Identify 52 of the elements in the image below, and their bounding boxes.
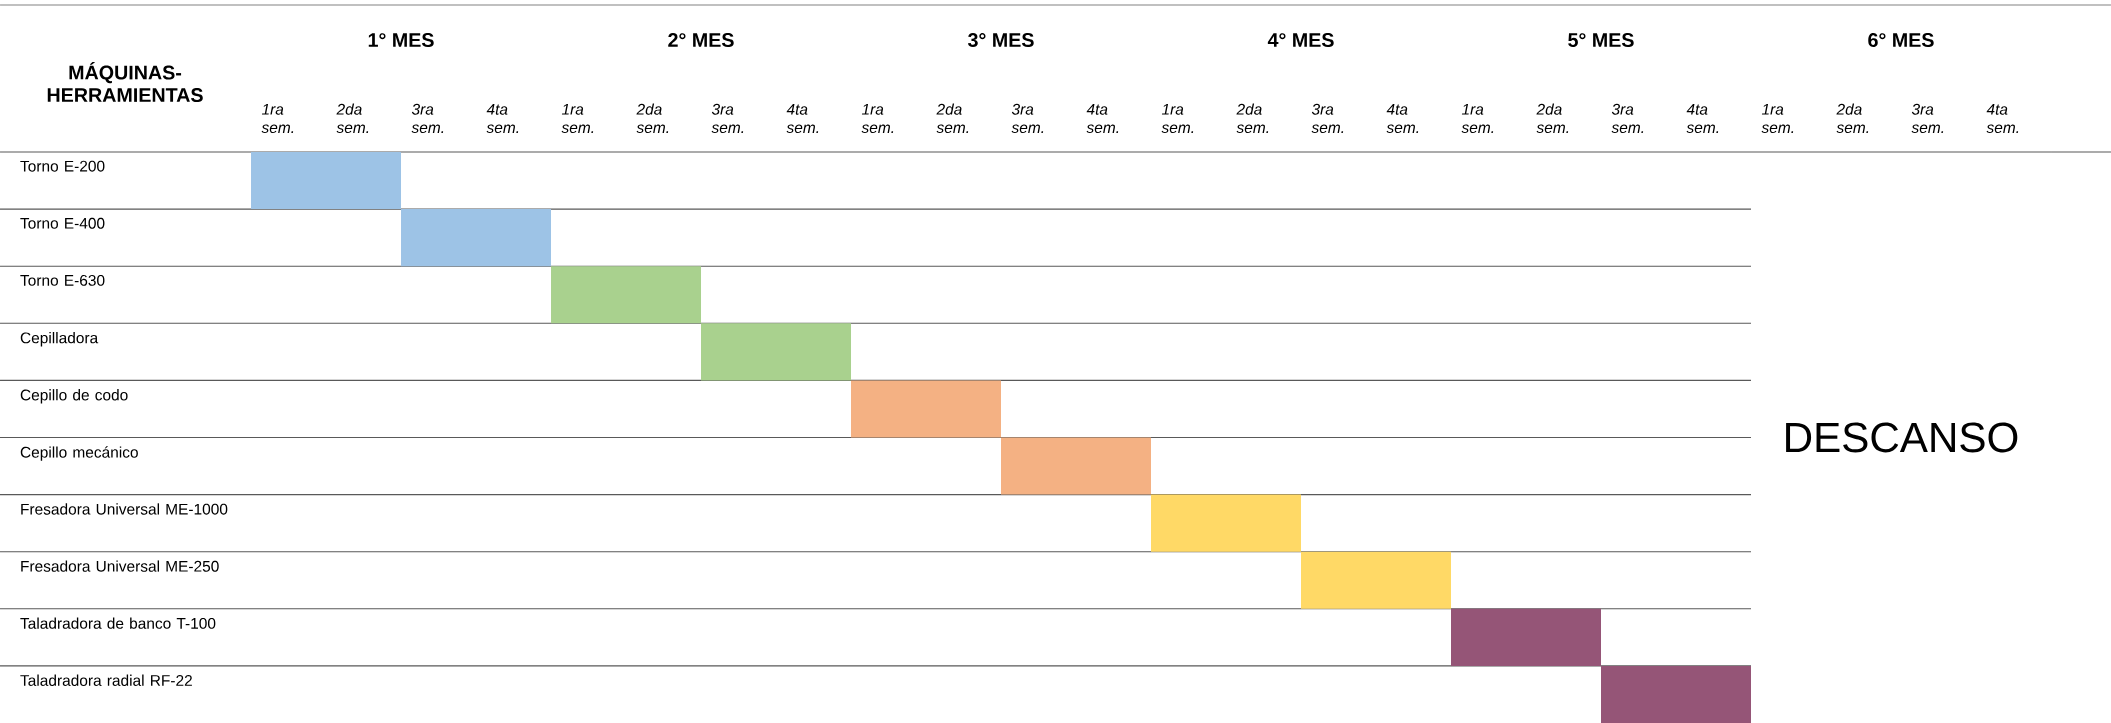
text: 2da sem. (1836, 103, 1869, 134)
y-tick-label: Taladradora radial RF-22 (20, 674, 192, 686)
text: 3ra sem. (1611, 103, 1644, 134)
text: 3ra sem. (1311, 103, 1344, 134)
y-axis-title: MÁQUINAS-HERRAMIENTAS (47, 61, 203, 103)
text: 3ra sem. (711, 103, 744, 134)
bar (251, 152, 402, 210)
text: 2da sem. (636, 103, 669, 134)
text: 4ta sem. (1686, 103, 1719, 134)
bar (1451, 608, 1601, 666)
text: 4ta sem. (1086, 103, 1119, 134)
y-tick-label: Cepillo mecánico (20, 446, 138, 461)
text: 1ra sem. (1161, 103, 1194, 134)
bar (1001, 437, 1152, 495)
text: 4ta sem. (486, 103, 519, 134)
y-tick-label: Taladradora de banco T-100 (20, 617, 216, 629)
text: 2da sem. (936, 103, 969, 134)
text: 1ra sem. (861, 103, 894, 134)
y-tick-label: Cepillo de codo (20, 389, 128, 404)
bar (1301, 551, 1451, 609)
bar (551, 266, 702, 324)
text: 1ra sem. (1461, 103, 1494, 134)
y-tick-label: Torno E-200 (20, 160, 105, 172)
text: 2da sem. (1536, 103, 1569, 134)
y-tick-label: Torno E-630 (20, 274, 105, 286)
text: 3ra sem. (1011, 103, 1044, 134)
text: 1ra sem. (261, 103, 294, 134)
y-tick-label: Fresadora Universal ME-250 (21, 560, 219, 572)
text: 3ra sem. (411, 103, 444, 134)
bar (1151, 494, 1301, 552)
x-tick-label: 5° MES (1568, 33, 1634, 48)
text: 3ra sem. (1911, 103, 1944, 134)
x-tick-label: 2° MES (668, 33, 734, 48)
text: 2da sem. (336, 103, 369, 134)
bar (401, 209, 552, 267)
y-tick-label: Torno E-400 (20, 217, 105, 229)
text: 4ta sem. (786, 103, 819, 134)
x-tick-label: 3° MES (967, 33, 1034, 48)
bar (851, 380, 1002, 438)
text: 2da sem. (1236, 103, 1269, 134)
x-tick-label: 1° MES (368, 33, 434, 48)
x-tick-label: 6° MES (1868, 33, 1934, 48)
y-tick-label: Fresadora Universal ME-1000 (21, 503, 228, 515)
text: 1ra sem. (561, 103, 594, 134)
y-tick-label: Cepilladora (20, 332, 99, 347)
text: 4ta sem. (1986, 103, 2019, 134)
text: 4ta sem. (1386, 103, 1419, 134)
x-tick-label: 4° MES (1267, 33, 1334, 48)
bar (1601, 665, 1751, 723)
bar (701, 323, 852, 381)
text: 1ra sem. (1761, 103, 1794, 134)
annotation: DESCANSO (1786, 422, 2018, 453)
